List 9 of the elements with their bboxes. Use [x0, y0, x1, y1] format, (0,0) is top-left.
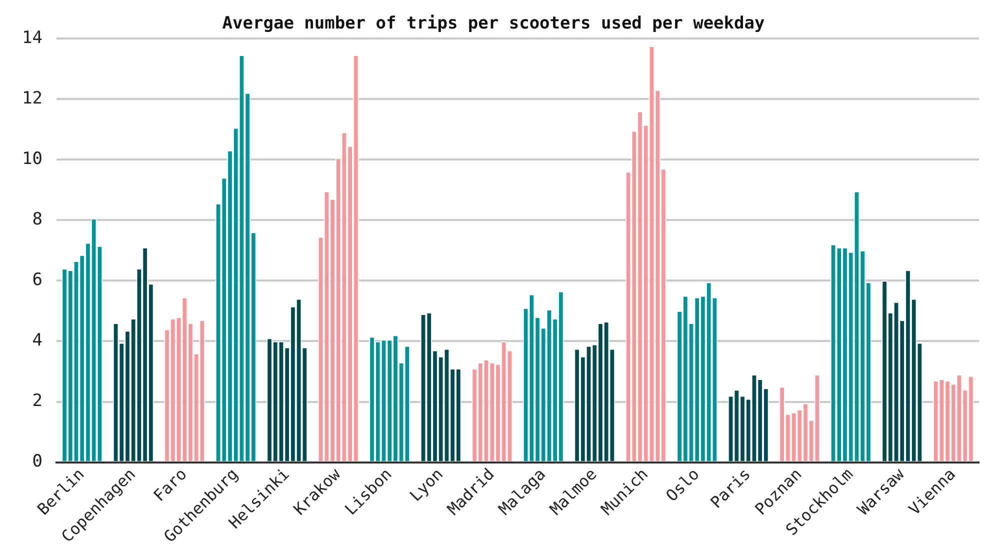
y-tick-label: 14	[22, 28, 42, 48]
y-tick-label: 4	[32, 330, 42, 351]
y-tick-label: 12	[22, 88, 42, 108]
y-tick-label: 10	[22, 148, 42, 169]
y-tick-label: 2	[32, 391, 42, 412]
chart-title: Avergae number of trips per scooters used per weekday	[222, 14, 765, 34]
y-tick-label: 6	[32, 270, 42, 290]
y-tick-label: 8	[32, 209, 42, 230]
y-tick-label: 0	[32, 452, 42, 472]
